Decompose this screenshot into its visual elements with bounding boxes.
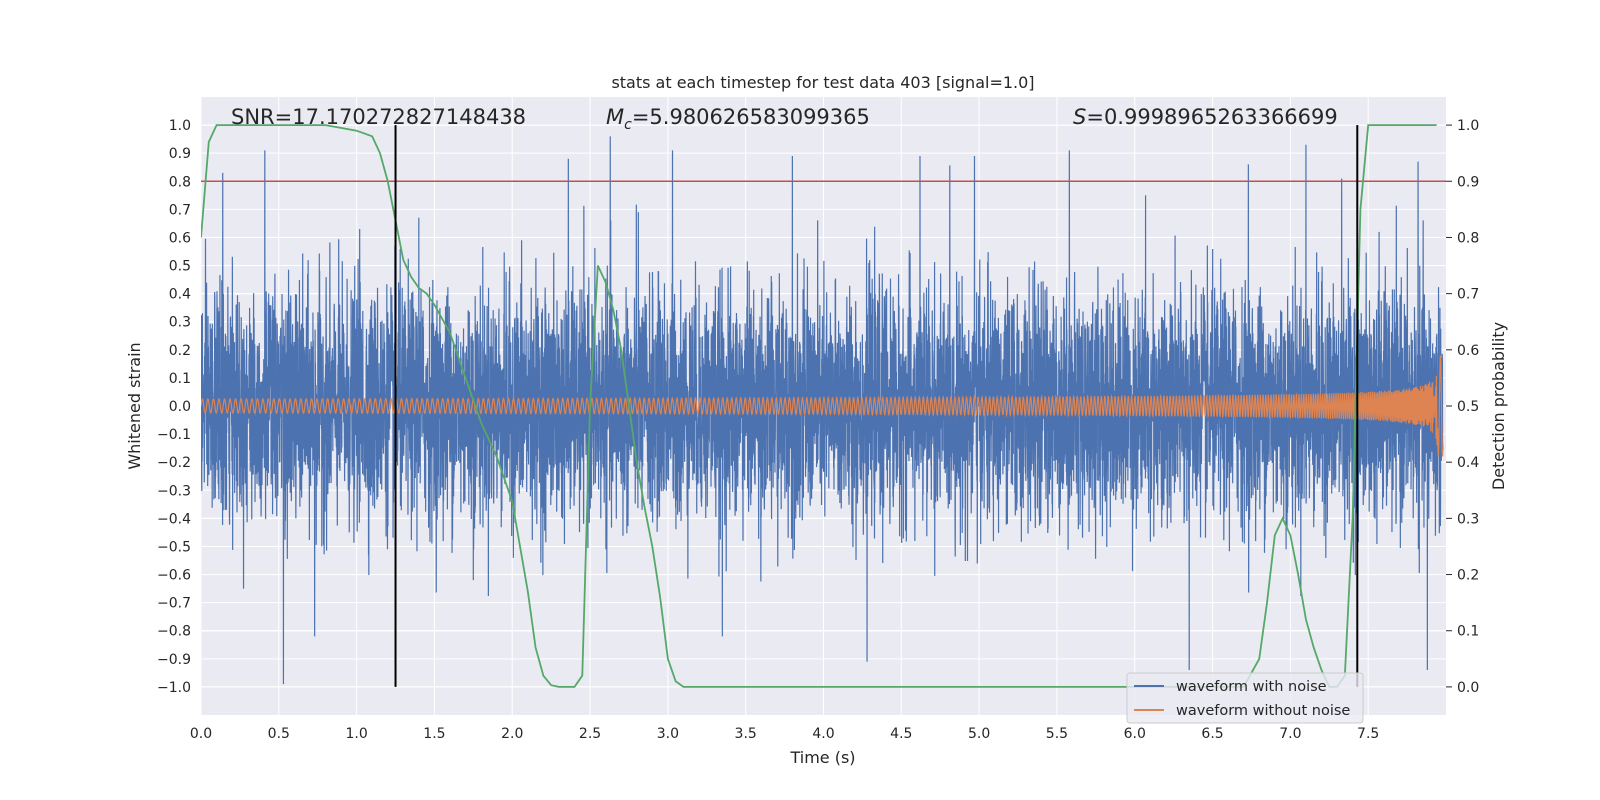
x-tick-label: 5.0 [968, 726, 990, 742]
y-tick-label: 0.9 [169, 146, 191, 162]
y-tick-label: −0.6 [157, 568, 191, 584]
y-right-tick-label: 0.0 [1457, 680, 1479, 696]
chirp-mass-annotation: Mc=5.980626583099365 [606, 105, 870, 133]
chart-title: stats at each timestep for test data 403… [611, 73, 1034, 92]
x-tick-label: 2.0 [501, 726, 523, 742]
y-tick-label: −0.8 [157, 624, 191, 640]
legend-box [1126, 672, 1364, 724]
y-right-tick-label: 0.1 [1457, 624, 1479, 640]
s-symbol: S [1073, 105, 1086, 129]
y-right-tick-label: 0.6 [1457, 343, 1479, 359]
y-right-tick-label: 0.4 [1457, 455, 1479, 471]
y-tick-label: 0.6 [169, 230, 191, 246]
y-tick-label: 0.2 [169, 343, 191, 359]
y-tick-label: −0.2 [157, 455, 191, 471]
y-right-tick-label: 0.7 [1457, 287, 1479, 303]
x-tick-label: 3.0 [657, 726, 679, 742]
x-tick-label: 6.0 [1124, 726, 1146, 742]
y-tick-label: 0.3 [169, 315, 191, 331]
y-tick-label: 0.4 [169, 287, 191, 303]
x-tick-label: 2.5 [579, 726, 601, 742]
y-tick-label: 0.1 [169, 371, 191, 387]
x-axis-label: Time (s) [789, 748, 855, 767]
snr-annotation: SNR=17.170272827148438 [231, 105, 526, 129]
x-tick-label: 0.5 [268, 726, 290, 742]
plot-series [201, 124, 1446, 688]
y-right-tick-label: 0.2 [1457, 568, 1479, 584]
x-tick-label: 6.5 [1201, 726, 1223, 742]
chirp-mass-value: =5.980626583099365 [632, 105, 870, 129]
x-tick-label: 5.5 [1046, 726, 1068, 742]
y-tick-label: −0.5 [157, 539, 191, 555]
y-tick-label: −1.0 [157, 680, 191, 696]
x-tick-label: 4.0 [812, 726, 834, 742]
y-tick-label: −0.9 [157, 652, 191, 668]
x-tick-label: 4.5 [890, 726, 912, 742]
y-tick-label: 0.8 [169, 174, 191, 190]
y-tick-label: −0.3 [157, 483, 191, 499]
chirp-mass-subscript: c [624, 117, 632, 133]
ticks: −1.0 −0.9 −0.8 −0.7 −0.6 −0.5 −0.4 −0.3 −0.2 −0.1… [157, 118, 1479, 742]
series-waveform-without-noise [201, 355, 1444, 457]
y-tick-label: −0.1 [157, 427, 191, 443]
x-tick-label: 7.0 [1279, 726, 1301, 742]
y-right-tick-label: 1.0 [1457, 118, 1479, 134]
y-tick-label: 0.5 [169, 259, 191, 275]
x-tick-label: 0.0 [190, 726, 212, 742]
y-right-tick-label: 0.8 [1457, 230, 1479, 246]
y-right-tick-label: 0.9 [1457, 174, 1479, 190]
y-tick-label: −0.4 [157, 511, 191, 527]
x-tick-label: 7.5 [1357, 726, 1379, 742]
y-right-axis-label: Detection probability [1489, 322, 1508, 490]
chirp-mass-symbol: M [606, 105, 624, 129]
x-tick-label: 1.0 [345, 726, 367, 742]
x-tick-label: 1.5 [423, 726, 445, 742]
y-tick-label: 0.0 [169, 399, 191, 415]
y-right-tick-label: 0.3 [1457, 511, 1479, 527]
y-tick-label: −0.7 [157, 596, 191, 612]
s-annotation: S=0.9998965263366699 [1073, 105, 1338, 129]
x-tick-label: 3.5 [735, 726, 757, 742]
series-waveform-with-noise [201, 136, 1444, 685]
y-tick-label: 0.7 [169, 202, 191, 218]
legend-label-clean: waveform without noise [1176, 703, 1350, 719]
y-right-tick-label: 0.5 [1457, 399, 1479, 415]
s-value: =0.9998965263366699 [1086, 105, 1337, 129]
y-axis-label: Whitened strain [125, 342, 144, 469]
series-detection-probability [201, 124, 1437, 688]
y-tick-label: 1.0 [169, 118, 191, 134]
legend: waveform with noise waveform without noi… [1126, 672, 1364, 724]
legend-label-noise: waveform with noise [1176, 679, 1327, 695]
